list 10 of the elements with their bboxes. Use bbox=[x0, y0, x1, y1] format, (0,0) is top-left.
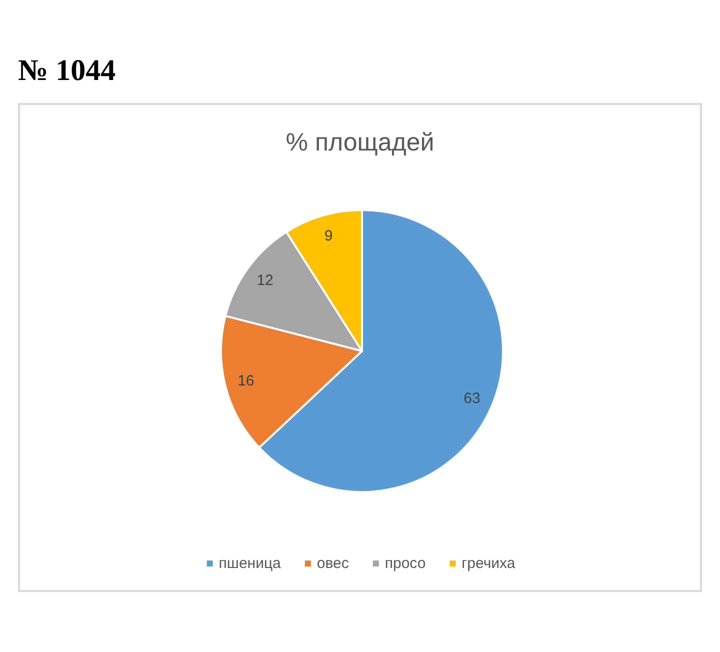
data-label: 63 bbox=[464, 390, 480, 408]
text: № 1044 bbox=[18, 54, 116, 87]
legend-label: овес bbox=[316, 555, 350, 572]
legend-label: пшеница bbox=[218, 555, 282, 572]
chart-title: % площадей bbox=[286, 128, 434, 156]
legend-label: гречиха bbox=[462, 555, 516, 572]
data-label: 16 bbox=[238, 372, 254, 390]
data-label: 9 bbox=[324, 227, 333, 244]
legend-label: просо bbox=[384, 555, 426, 572]
data-label: 12 bbox=[256, 272, 274, 290]
